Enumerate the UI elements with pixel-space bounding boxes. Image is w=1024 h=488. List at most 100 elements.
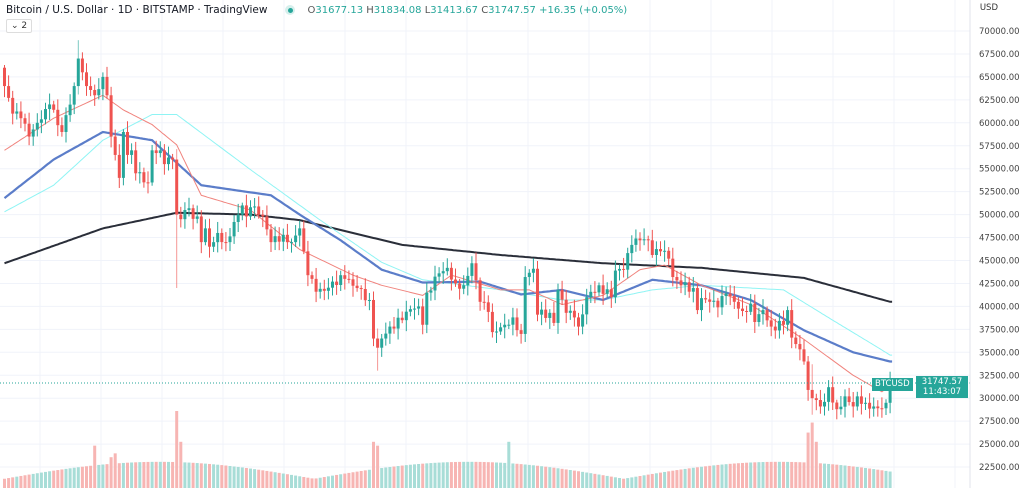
candle (597, 282, 601, 297)
volume-bar (790, 461, 794, 488)
candle-body (745, 310, 749, 312)
volume-bar (581, 471, 585, 488)
volume-bar (56, 470, 60, 488)
candle-body (642, 239, 646, 241)
candle-body (35, 122, 39, 130)
candle-body (290, 242, 293, 244)
candle (425, 282, 429, 334)
candle-body (257, 206, 261, 215)
volume-bar (236, 466, 240, 488)
volume-bar (823, 463, 826, 488)
indicators-collapse-button[interactable]: ⌄ 2 (6, 19, 33, 33)
candle-body (831, 387, 835, 403)
candle (183, 202, 187, 229)
candle-body (773, 326, 777, 331)
price-axis[interactable]: 70000.00 67500.00 65000.00 62500.00 60000.00… (979, 27, 1020, 473)
volume-bar (322, 477, 326, 488)
candle (117, 144, 121, 188)
candle (281, 228, 285, 252)
volume-bar (191, 462, 195, 488)
candle (667, 247, 671, 266)
candle (367, 292, 371, 311)
volume-bar (11, 477, 15, 488)
candle-body (802, 349, 806, 362)
candle-body (466, 275, 470, 286)
candle-body (654, 249, 658, 255)
candle (556, 283, 560, 334)
candle (351, 272, 355, 297)
candle (19, 101, 23, 129)
volume-bar (810, 422, 814, 488)
candle-body (769, 320, 773, 327)
volume-bar (433, 462, 437, 488)
candle (413, 298, 416, 320)
candle-body (548, 312, 552, 318)
volume-bar (158, 461, 162, 488)
volume-bar (864, 467, 867, 488)
volume-bar (720, 464, 724, 488)
symbol-title[interactable]: Bitcoin / U.S. Dollar · 1D · BITSTAMP · … (6, 4, 268, 16)
candle-body (380, 338, 384, 348)
volume-bar (888, 471, 892, 488)
candle (794, 331, 798, 349)
candle-body (880, 408, 884, 410)
currency-label[interactable]: USD (979, 3, 998, 13)
candle-body (618, 268, 621, 271)
volume-bar (31, 473, 35, 488)
candle-body (224, 242, 228, 244)
candle (60, 117, 64, 137)
candle (179, 206, 183, 228)
candle (154, 140, 158, 165)
volume-bar (818, 463, 822, 488)
candle (244, 194, 248, 228)
candle (3, 64, 6, 98)
volume-bar (179, 441, 183, 488)
candle (638, 232, 642, 251)
candle-body (277, 236, 281, 242)
candle (23, 113, 27, 132)
volume-bar (335, 474, 339, 488)
price-tick-label: 55000.00 (979, 165, 1020, 175)
candle-body (605, 289, 609, 294)
candle (609, 280, 613, 308)
volume-bar (449, 462, 453, 488)
candle-body (60, 125, 64, 132)
candle (31, 124, 35, 146)
volume-bar (318, 477, 322, 488)
indicator-count: 2 (21, 21, 28, 31)
price-tick-label: 57500.00 (979, 142, 1020, 152)
candle (109, 86, 113, 148)
candle-body (449, 267, 453, 280)
volume-bar (134, 462, 138, 488)
price-tick-label: 60000.00 (979, 119, 1020, 129)
candle (478, 277, 482, 311)
volume-bar (753, 462, 757, 488)
volume-bar (884, 470, 888, 488)
volume-bar (240, 467, 244, 488)
candle-body (827, 387, 831, 402)
volume-bar (654, 473, 658, 488)
candle (745, 305, 749, 323)
low-label: L (424, 4, 431, 16)
candle (654, 241, 658, 266)
candle-body (376, 338, 380, 348)
candle (441, 262, 445, 284)
candle (618, 264, 621, 281)
candle-body (27, 123, 31, 137)
candle-body (331, 281, 334, 288)
candle-body (700, 298, 703, 311)
volume-bar (109, 457, 113, 488)
candle (605, 282, 609, 298)
volume-bar (154, 461, 158, 488)
volume-bar (265, 470, 269, 488)
volume-bar (290, 474, 293, 488)
candle-body (126, 131, 129, 155)
candle (548, 309, 552, 329)
volume-bar (23, 475, 27, 488)
volume-bar (249, 468, 252, 488)
volume-bar (126, 462, 129, 488)
candle (560, 280, 564, 305)
candle (93, 84, 97, 106)
volume-bar (736, 463, 740, 488)
